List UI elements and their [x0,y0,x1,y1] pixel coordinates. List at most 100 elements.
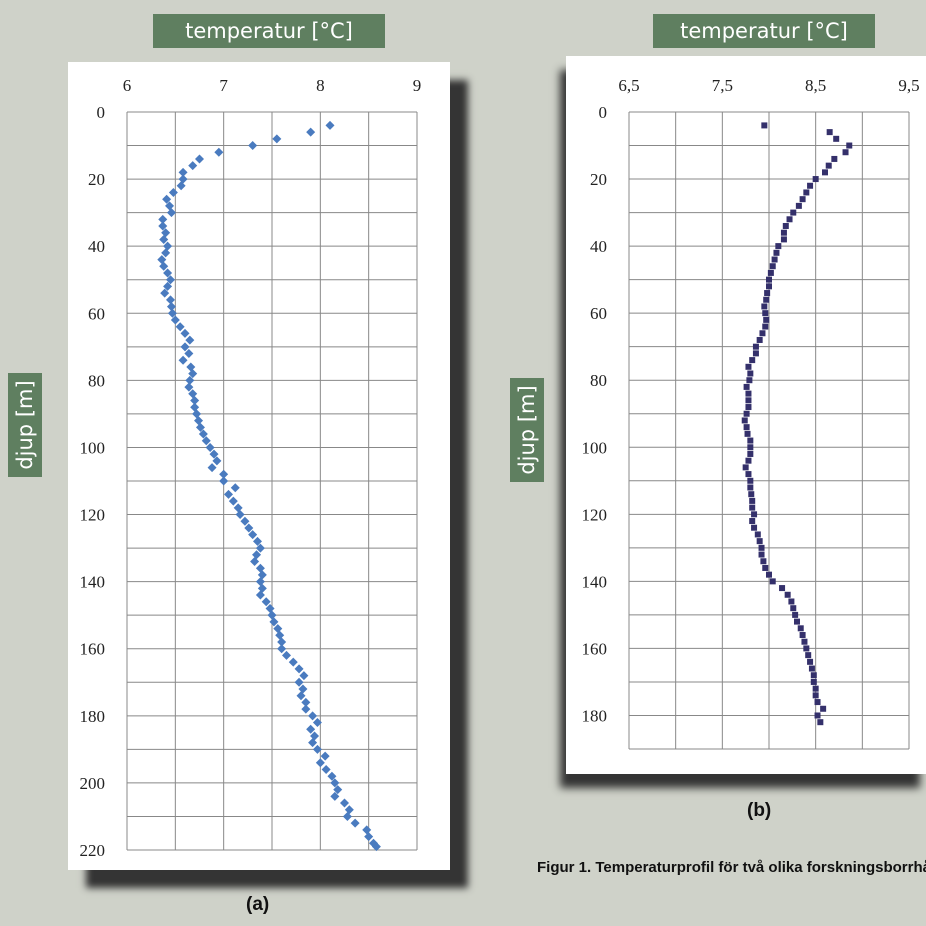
x-tick-label: 9,5 [898,76,919,95]
data-point [814,699,821,706]
data-point [288,657,298,667]
data-point [790,605,797,612]
data-point [308,711,318,721]
data-point [826,129,833,136]
data-point [782,222,789,229]
data-point [188,369,198,379]
data-point [219,476,229,486]
data-point [160,288,170,298]
data-point [224,489,233,499]
data-point [350,818,360,828]
data-point [240,516,250,526]
data-point [162,194,172,204]
x-tick-label: 7 [219,76,228,95]
data-point [301,704,311,714]
data-point [198,429,208,439]
y-tick-label: 100 [80,438,106,457]
data-point [212,456,222,466]
data-point [766,276,772,283]
data-point [808,665,815,672]
data-point [792,611,799,618]
data-point [219,469,229,479]
data-point [759,330,766,337]
data-point [371,842,381,852]
x-tick-label: 8 [316,76,325,95]
data-point [745,390,752,397]
data-point [747,370,754,377]
data-point [255,577,265,587]
y-tick-label: 40 [88,237,105,256]
data-point [195,422,205,432]
data-point [233,503,243,513]
data-point [184,349,194,359]
data-point [186,362,196,372]
data-point [340,798,349,808]
data-point [185,375,195,385]
data-point [185,335,195,345]
data-point [752,350,759,357]
data-point [194,416,204,426]
data-point [773,249,780,256]
y-tick-label: 180 [80,707,106,726]
data-point [805,652,812,659]
data-point [320,751,330,761]
data-point [812,692,819,699]
data-point [201,436,211,446]
data-point [766,283,772,290]
data-point [157,255,167,265]
data-point [756,538,763,545]
data-point [188,161,198,171]
data-point [255,563,265,573]
y-axis-title-b-text: djup [m] [515,385,539,475]
y-axis-title-a: djup [m] [8,373,42,477]
data-point [294,677,304,687]
data-point [790,209,797,216]
data-point [364,832,374,842]
data-point [166,295,175,305]
data-point [163,268,173,278]
data-point [165,201,175,211]
data-point [257,583,267,593]
data-point [248,141,258,151]
data-point [207,463,217,473]
data-point [797,625,804,632]
data-point [315,758,325,768]
data-point [799,632,806,639]
data-point [244,523,254,533]
data-point [269,617,279,627]
data-point [820,705,827,712]
y-tick-label: 200 [80,774,106,793]
data-point [214,147,224,157]
data-point [760,558,767,565]
data-point [342,811,352,821]
y-tick-label: 0 [97,103,106,122]
data-point [758,544,765,551]
y-tick-label: 20 [88,170,105,189]
data-point [250,557,260,567]
data-point [296,691,306,701]
data-point [168,188,178,198]
data-point [769,578,776,585]
data-point [192,409,202,419]
data-point [763,316,770,323]
data-point [784,591,791,598]
data-point [779,585,786,592]
data-point [767,269,774,276]
data-point [748,491,755,498]
panel-label-a: (a) [246,894,270,915]
data-point [812,176,819,183]
data-point [235,510,245,520]
data-point [161,228,171,238]
data-point [298,684,308,694]
data-point [344,805,354,815]
y-axis-title-b: djup [m] [510,378,544,482]
data-point [825,162,832,169]
chart-panel-a: 6 7 8 9 0 20 40 60 80 100 120 140 160 180 200 220 [68,62,450,870]
data-point [167,308,177,318]
data-point [312,718,322,728]
data-point [780,236,787,243]
data-point [306,724,316,734]
data-point [749,357,756,364]
data-point [176,181,186,191]
data-point [299,671,309,681]
